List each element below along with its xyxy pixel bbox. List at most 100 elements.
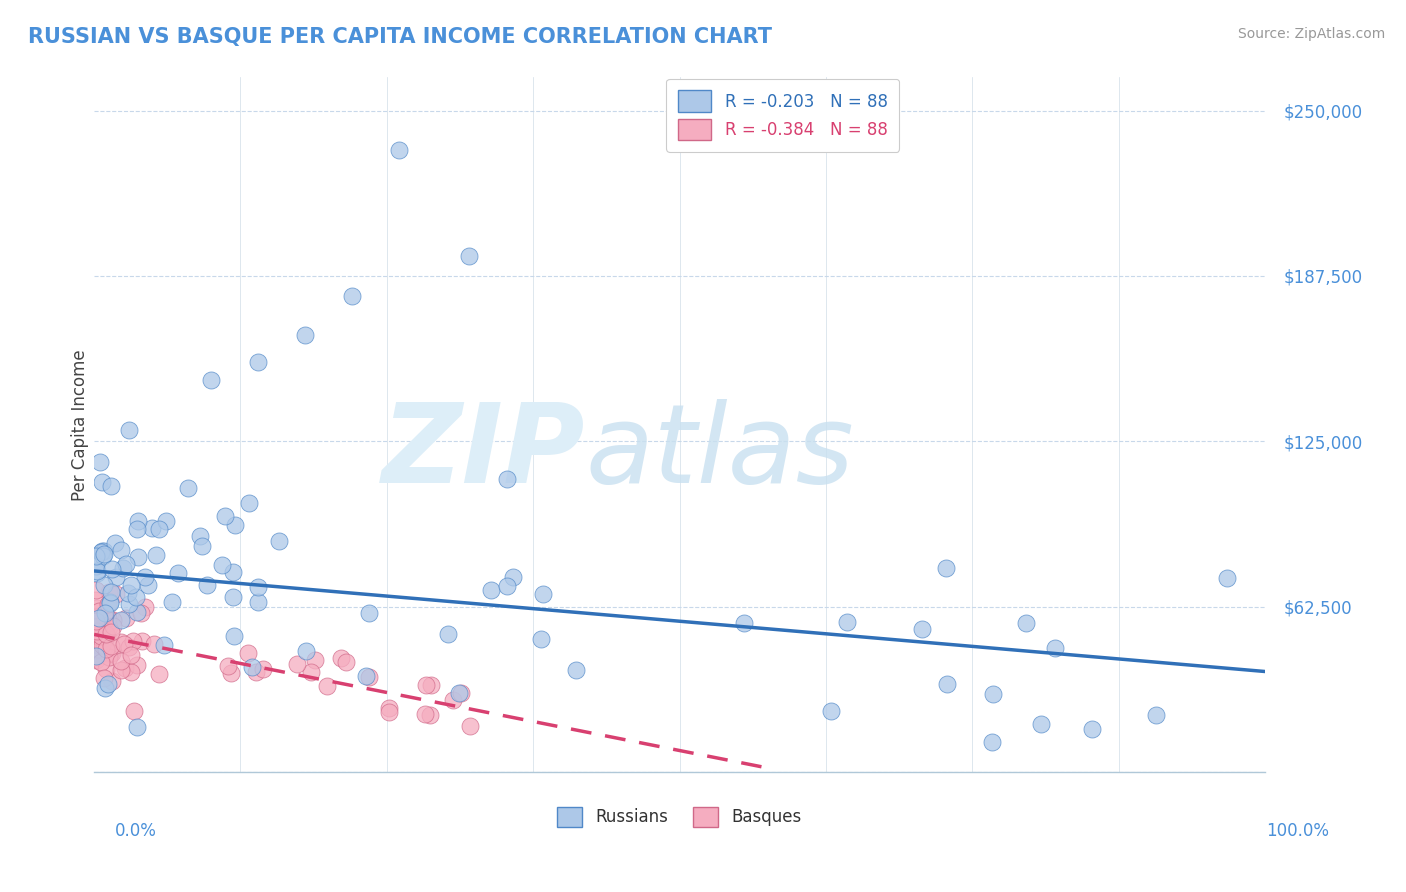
Point: [125, 522, 148, 536]
Point: [98, 620, 121, 634]
Point: [238, 495, 260, 509]
Point: [141, 521, 163, 535]
Point: [86, 601, 108, 615]
Point: [419, 678, 441, 692]
Point: [98, 616, 121, 631]
Point: [495, 579, 517, 593]
Point: [120, 578, 142, 592]
Point: [415, 678, 437, 692]
Text: Source: ZipAtlas.com: Source: ZipAtlas.com: [1237, 27, 1385, 41]
Point: [86, 624, 108, 638]
Point: [84, 614, 107, 628]
Point: [87, 604, 110, 618]
Point: [460, 719, 482, 733]
Point: [118, 640, 141, 654]
Point: [217, 659, 239, 673]
Point: [91, 549, 114, 564]
Point: [93, 640, 115, 654]
Point: [84, 611, 107, 625]
Point: [316, 679, 339, 693]
Point: [247, 595, 270, 609]
Point: [93, 607, 115, 622]
Point: [1216, 571, 1239, 585]
Point: [97, 650, 120, 665]
Point: [335, 656, 357, 670]
Point: [983, 687, 1005, 701]
Text: atlas: atlas: [586, 399, 855, 506]
Point: [100, 562, 122, 576]
Point: [122, 704, 145, 718]
Point: [90, 636, 112, 650]
Point: [100, 645, 122, 659]
Point: [1043, 640, 1066, 655]
Point: [110, 542, 132, 557]
Point: [936, 677, 959, 691]
Text: ZIP: ZIP: [382, 399, 586, 506]
Point: [118, 597, 141, 611]
Point: [148, 522, 170, 536]
Point: [377, 705, 399, 719]
Point: [84, 582, 107, 597]
Point: [84, 653, 107, 667]
Point: [87, 639, 110, 653]
Point: [89, 642, 111, 657]
Point: [214, 508, 236, 523]
Point: [153, 638, 176, 652]
Point: [87, 624, 110, 639]
Point: [299, 665, 322, 680]
Point: [87, 642, 110, 657]
Point: [142, 637, 165, 651]
Point: [127, 550, 149, 565]
Point: [134, 570, 156, 584]
Point: [84, 643, 107, 657]
Point: [211, 558, 233, 572]
Point: [91, 639, 114, 653]
Point: [84, 643, 107, 657]
Point: [354, 669, 377, 683]
Point: [87, 611, 110, 625]
Point: [200, 373, 222, 387]
Point: [125, 591, 148, 605]
Point: [86, 638, 108, 652]
Point: [87, 619, 110, 633]
Point: [441, 693, 464, 707]
Point: [195, 578, 218, 592]
Point: [127, 720, 149, 734]
Point: [90, 655, 112, 669]
Point: [496, 472, 519, 486]
Point: [479, 583, 502, 598]
Point: [304, 653, 326, 667]
Point: [91, 543, 114, 558]
Point: [245, 665, 267, 679]
Point: [90, 545, 112, 559]
Point: [120, 648, 142, 662]
Point: [166, 566, 188, 580]
Point: [437, 627, 460, 641]
Point: [911, 622, 934, 636]
Point: [103, 613, 125, 627]
Point: [222, 630, 245, 644]
Point: [98, 596, 121, 610]
Point: [155, 514, 177, 528]
Point: [89, 455, 111, 469]
Point: [86, 549, 108, 563]
Point: [97, 677, 120, 691]
Point: [111, 560, 134, 574]
Point: [96, 629, 118, 643]
Point: [419, 708, 441, 723]
Point: [117, 586, 139, 600]
Point: [378, 700, 401, 714]
Point: [188, 529, 211, 543]
Point: [236, 646, 259, 660]
Point: [981, 734, 1004, 748]
Point: [530, 632, 553, 646]
Point: [357, 670, 380, 684]
Point: [1015, 616, 1038, 631]
Point: [98, 594, 121, 608]
Point: [387, 143, 409, 157]
Point: [125, 605, 148, 619]
Point: [101, 646, 124, 660]
Point: [160, 595, 183, 609]
Point: [127, 515, 149, 529]
Point: [114, 660, 136, 674]
